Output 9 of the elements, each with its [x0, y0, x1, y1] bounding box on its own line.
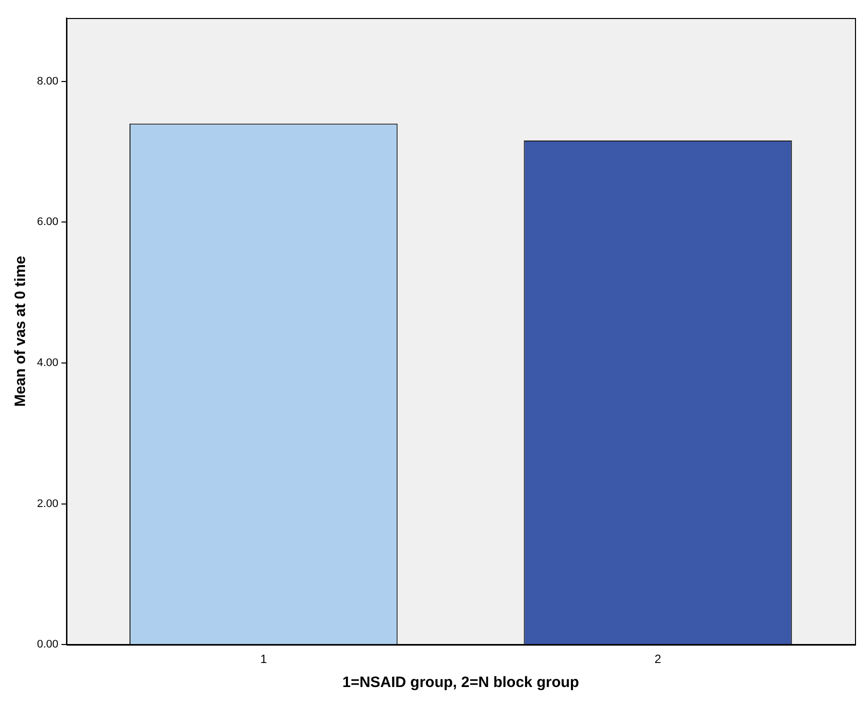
- y-tick-label: 6.00: [36, 216, 58, 228]
- x-tick-label: 2: [654, 652, 662, 666]
- y-tick-label: 4.00: [36, 357, 58, 370]
- y-tick-label: 8.00: [36, 75, 58, 88]
- y-tick-label: 2.00: [36, 498, 58, 510]
- y-tick-label: 0.00: [36, 638, 58, 651]
- y-axis-title: Mean of vas at 0 time: [12, 256, 30, 407]
- x-axis-title: 1=NSAID group, 2=N block group: [342, 674, 580, 692]
- x-tick-label: 1: [260, 652, 268, 666]
